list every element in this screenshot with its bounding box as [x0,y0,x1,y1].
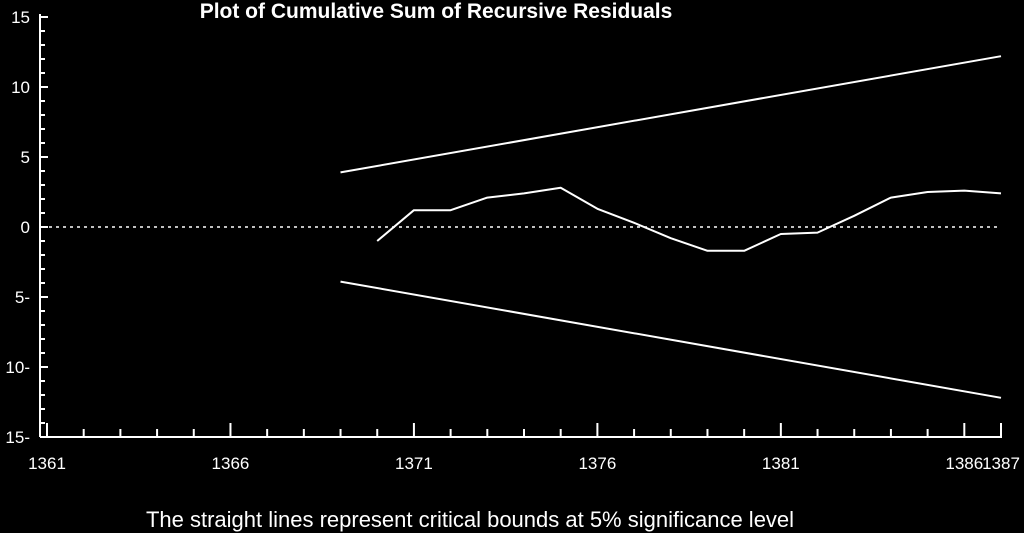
y-ticks: 15 10 5 0 5- 10- 15- [5,8,48,447]
y-tick-label: 15 [11,8,30,27]
chart-title: Plot of Cumulative Sum of Recursive Resi… [200,0,673,23]
y-tick-label: 10- [5,358,30,377]
y-tick-label: 5 [21,148,30,167]
x-tick-label: 1371 [395,454,433,473]
y-tick-label: 10 [11,78,30,97]
cusum-line [376,186,1002,252]
x-tick-label: 1381 [762,454,800,473]
y-tick-label: 0 [21,218,30,237]
series-group [340,55,1002,399]
y-tick-label: 5- [15,288,30,307]
x-tick-label: 1366 [212,454,250,473]
x-tick-label: 1361 [28,454,66,473]
chart-caption: The straight lines represent critical bo… [146,507,794,532]
lower-bound-line [340,280,1002,399]
x-tick-label: 1387 [982,454,1020,473]
x-tick-label: 1386 [945,454,983,473]
x-tick-label: 1376 [578,454,616,473]
y-tick-label: 15- [5,428,30,447]
upper-bound-line [340,55,1002,174]
